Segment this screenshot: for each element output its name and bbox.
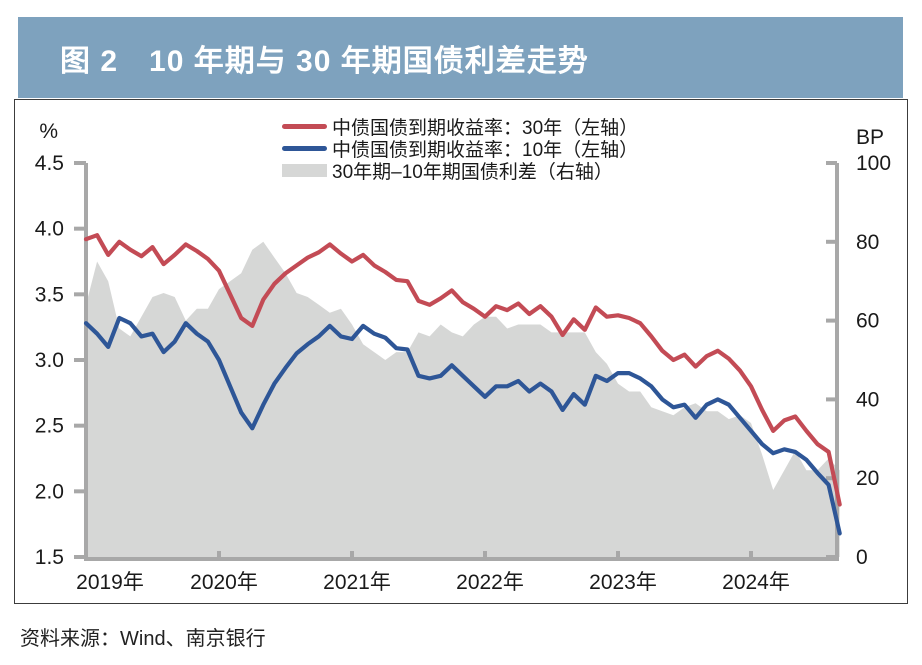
figure-title: 图 2 10 年期与 30 年期国债利差走势 [60,44,589,78]
source-note: 资料来源：Wind、南京银行 [20,628,266,650]
left-axis-tick-label: 2.0 [35,480,64,503]
x-axis-tick [616,551,620,560]
left-axis-tick [74,292,86,297]
legend-item-10y: 中债国债到期收益率：10年（左轴） [282,137,639,161]
right-axis-tick-label: 40 [856,388,879,411]
legend-label-30y: 中债国债到期收益率：30年（左轴） [332,117,639,139]
x-axis-tick [483,551,487,560]
left-axis-tick-label: 1.5 [35,546,64,569]
spread-area-series [86,241,840,558]
x-axis-tick-label: 2024年 [722,571,790,594]
x-axis-tick [217,551,221,560]
right-axis-tick-label: 100 [856,152,891,175]
chart-legend: 中债国债到期收益率：30年（左轴） 中债国债到期收益率：10年（左轴） 30年期… [282,115,639,183]
x-axis-tick-label: 2020年 [190,571,258,594]
legend-label-spread: 30年期–10年期国债利差（右轴） [332,161,613,183]
legend-item-spread: 30年期–10年期国债利差（右轴） [282,159,638,183]
left-axis-tick-label: 3.5 [35,283,64,306]
x-axis-tick-label: 2019年 [76,571,144,594]
legend-area-swatch-spread-icon [282,163,327,177]
right-axis-tick [826,397,837,402]
x-axis-tick [749,551,753,560]
right-axis-tick [826,318,837,323]
x-axis-tick-label: 2022年 [456,571,524,594]
left-axis-tick [74,358,86,362]
left-axis-tick [74,423,86,428]
left-axis-tick-label: 2.5 [35,415,64,438]
right-axis-tick [826,555,837,559]
legend-line-swatch-10y-icon [282,145,327,151]
right-axis-unit: BP [856,126,884,149]
left-axis-tick-label: 4.0 [35,218,64,241]
figure-title-bar: 图 2 10 年期与 30 年期国债利差走势 [18,17,903,98]
legend-line-swatch-30y-icon [282,123,327,129]
legend-item-30y: 中债国债到期收益率：30年（左轴） [282,115,639,139]
left-axis-tick [74,489,86,494]
x-axis-tick [350,551,354,560]
series-line-10y [83,315,842,536]
right-axis-tick-label: 60 [856,310,879,333]
left-axis-tick-label: 3.0 [35,349,64,372]
right-axis-tick [826,239,837,244]
legend-label-10y: 中债国债到期收益率：10年（左轴） [332,139,639,161]
left-axis-tick [74,555,86,559]
series-line-30y [83,233,842,507]
left-axis-unit: % [39,120,58,143]
right-axis-tick-label: 0 [856,546,868,569]
x-axis-tick-label: 2023年 [589,571,657,594]
right-axis-tick [826,161,837,165]
right-axis-tick [826,476,837,481]
x-axis-tick [84,551,88,560]
left-axis-tick [74,226,86,231]
x-axis-tick-label: 2021年 [323,571,391,594]
left-axis-tick [74,161,86,165]
left-axis-tick-label: 4.5 [35,152,64,175]
right-axis-tick-label: 80 [856,231,879,254]
right-axis-tick-label: 20 [856,467,879,490]
